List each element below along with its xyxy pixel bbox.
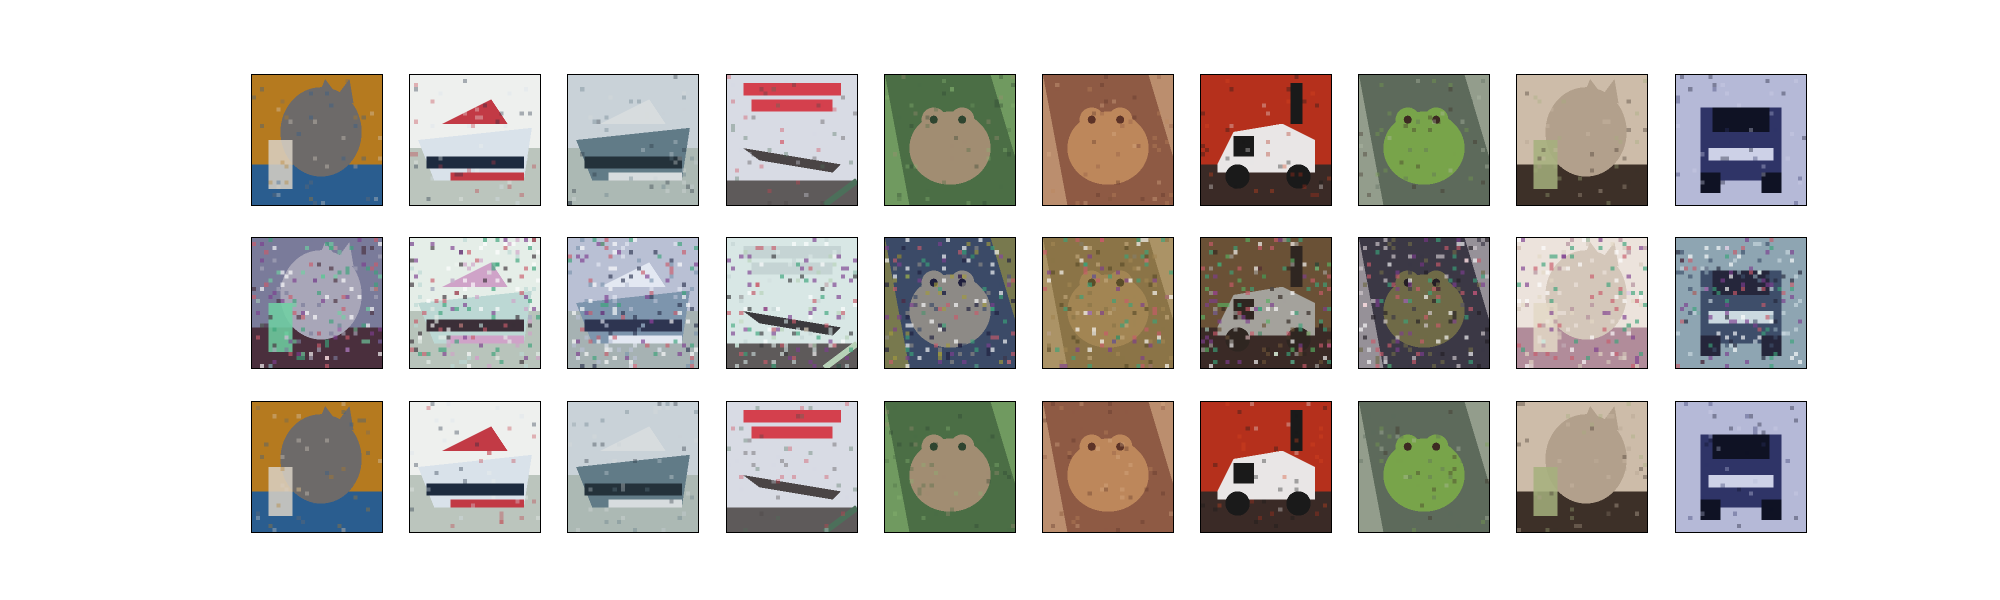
image-tile-original-9 <box>1516 74 1648 206</box>
thumbnail-image <box>885 402 1015 532</box>
image-tile-original-4 <box>726 74 858 206</box>
thumbnail-image <box>568 75 698 205</box>
thumbnail-image <box>568 402 698 532</box>
thumbnail-image <box>1359 402 1489 532</box>
thumbnail-image <box>1676 402 1806 532</box>
image-tile-reconstruction-9 <box>1516 237 1648 369</box>
thumbnail-image <box>1043 402 1173 532</box>
image-tile-original-1 <box>251 74 383 206</box>
thumbnail-image <box>1043 75 1173 205</box>
thumbnail-image <box>727 402 857 532</box>
image-tile-original-5 <box>884 74 1016 206</box>
image-tile-reconstruction-8 <box>1358 237 1490 369</box>
image-tile-original-repeat-4 <box>726 401 858 533</box>
image-tile-original-repeat-2 <box>409 401 541 533</box>
image-tile-original-7 <box>1200 74 1332 206</box>
image-tile-reconstruction-7 <box>1200 237 1332 369</box>
image-tile-original-10 <box>1675 74 1807 206</box>
thumbnail-image <box>252 75 382 205</box>
image-tile-original-3 <box>567 74 699 206</box>
thumbnail-image <box>410 238 540 368</box>
image-tile-reconstruction-1 <box>251 237 383 369</box>
image-tile-reconstruction-4 <box>726 237 858 369</box>
image-tile-reconstruction-2 <box>409 237 541 369</box>
image-tile-original-8 <box>1358 74 1490 206</box>
image-tile-original-2 <box>409 74 541 206</box>
image-tile-reconstruction-5 <box>884 237 1016 369</box>
image-tile-original-repeat-7 <box>1200 401 1332 533</box>
thumbnail-image <box>727 238 857 368</box>
thumbnail-image <box>1201 75 1331 205</box>
thumbnail-image <box>727 75 857 205</box>
thumbnail-image <box>1043 238 1173 368</box>
thumbnail-image <box>1517 75 1647 205</box>
image-tile-reconstruction-3 <box>567 237 699 369</box>
thumbnail-image <box>1676 238 1806 368</box>
image-tile-original-repeat-6 <box>1042 401 1174 533</box>
thumbnail-image <box>1359 238 1489 368</box>
thumbnail-image <box>1676 75 1806 205</box>
thumbnail-image <box>885 75 1015 205</box>
image-tile-original-repeat-9 <box>1516 401 1648 533</box>
image-tile-original-repeat-1 <box>251 401 383 533</box>
thumbnail-image <box>410 75 540 205</box>
thumbnail-image <box>568 238 698 368</box>
image-tile-original-6 <box>1042 74 1174 206</box>
image-tile-reconstruction-6 <box>1042 237 1174 369</box>
thumbnail-image <box>410 402 540 532</box>
image-tile-original-repeat-10 <box>1675 401 1807 533</box>
image-tile-original-repeat-3 <box>567 401 699 533</box>
image-tile-original-repeat-8 <box>1358 401 1490 533</box>
thumbnail-image <box>1201 402 1331 532</box>
thumbnail-image <box>885 238 1015 368</box>
thumbnail-image <box>1201 238 1331 368</box>
thumbnail-image <box>1359 75 1489 205</box>
thumbnail-image <box>252 402 382 532</box>
image-tile-original-repeat-5 <box>884 401 1016 533</box>
thumbnail-image <box>1517 238 1647 368</box>
thumbnail-image <box>1517 402 1647 532</box>
thumbnail-image <box>252 238 382 368</box>
image-tile-reconstruction-10 <box>1675 237 1807 369</box>
